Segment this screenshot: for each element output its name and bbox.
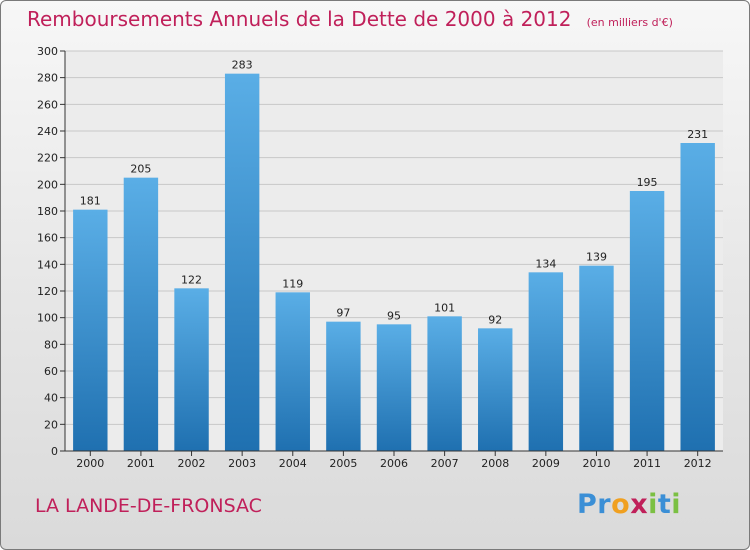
logo-letter: P xyxy=(577,489,598,520)
x-tick-label: 2002 xyxy=(178,457,206,470)
bar xyxy=(174,288,209,451)
bar-value-label: 134 xyxy=(535,257,556,270)
proxiti-logo: Proxiti xyxy=(577,489,681,520)
y-tick-label: 80 xyxy=(44,338,58,351)
logo-letter: o xyxy=(611,489,631,520)
y-tick-label: 0 xyxy=(51,445,58,458)
bar xyxy=(528,272,564,451)
bar-value-label: 92 xyxy=(488,313,502,326)
x-tick-label: 2008 xyxy=(481,457,509,470)
bar-value-label: 231 xyxy=(687,128,708,141)
bar xyxy=(376,324,412,451)
bar-value-label: 122 xyxy=(181,273,202,286)
x-tick-label: 2012 xyxy=(684,457,712,470)
x-tick-label: 2005 xyxy=(329,457,357,470)
y-tick-label: 240 xyxy=(37,125,58,138)
y-tick-label: 220 xyxy=(37,152,58,165)
y-tick-label: 40 xyxy=(44,392,58,405)
x-tick-label: 2007 xyxy=(431,457,459,470)
y-tick-label: 160 xyxy=(37,232,58,245)
y-tick-label: 180 xyxy=(37,205,58,218)
logo-letter: i xyxy=(648,489,658,520)
bar-value-label: 283 xyxy=(232,59,253,72)
y-tick-label: 200 xyxy=(37,178,58,191)
bar xyxy=(478,328,513,451)
x-tick-label: 2000 xyxy=(76,457,104,470)
bar xyxy=(73,209,108,451)
y-tick-label: 280 xyxy=(37,72,58,85)
x-tick-label: 2011 xyxy=(633,457,661,470)
y-tick-label: 100 xyxy=(37,312,58,325)
bar xyxy=(123,177,159,451)
y-tick-label: 20 xyxy=(44,418,58,431)
bar-value-label: 139 xyxy=(586,251,607,264)
bar-value-label: 195 xyxy=(637,176,658,189)
bar-value-label: 205 xyxy=(130,163,151,176)
bar-value-label: 101 xyxy=(434,301,455,314)
chart-unit-label: (en milliers d'€) xyxy=(586,16,673,29)
bar-value-label: 97 xyxy=(336,307,350,320)
commune-name: LA LANDE-DE-FRONSAC xyxy=(35,495,262,517)
y-tick-label: 300 xyxy=(37,45,58,58)
logo-letter: t xyxy=(657,489,672,520)
axes: 0 20 40 60 80 100 120 140 160 180 200 220 240 260 280 3… xyxy=(37,45,723,470)
x-tick-label: 2003 xyxy=(228,457,256,470)
logo-letter: i xyxy=(671,489,682,520)
bar xyxy=(326,321,361,451)
y-tick-label: 60 xyxy=(44,365,58,378)
chart-title: Remboursements Annuels de la Dette de 20… xyxy=(27,7,673,31)
chart-title-text: Remboursements Annuels de la Dette de 20… xyxy=(27,7,572,31)
bar xyxy=(224,73,260,452)
bar-value-label: 181 xyxy=(80,195,101,208)
y-tick-label: 120 xyxy=(37,285,58,298)
bar-value-label: 95 xyxy=(387,309,401,322)
bar-value-label: 119 xyxy=(282,277,303,290)
bar xyxy=(579,265,614,451)
bar xyxy=(275,292,310,451)
value-labels: 181 205 122 283 119 97 95 101 92 134 139 195 231 xyxy=(80,59,708,327)
x-tick-label: 2009 xyxy=(532,457,560,470)
x-tick-label: 2001 xyxy=(127,457,155,470)
y-tick-label: 140 xyxy=(37,258,58,271)
bar xyxy=(427,316,462,451)
bar xyxy=(629,191,665,451)
bar xyxy=(680,143,715,451)
y-tick-label: 260 xyxy=(37,98,58,111)
x-tick-label: 2006 xyxy=(380,457,408,470)
bars xyxy=(73,73,715,452)
logo-letter: r xyxy=(597,489,612,520)
x-tick-label: 2010 xyxy=(582,457,610,470)
x-tick-label: 2004 xyxy=(279,457,307,470)
logo-letter: x xyxy=(630,489,649,520)
